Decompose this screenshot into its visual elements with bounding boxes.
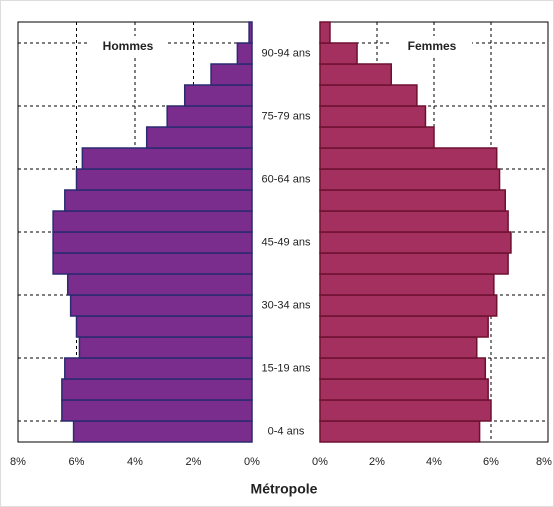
category-label: 75-79 ans (262, 110, 311, 122)
bar (69, 294, 253, 317)
bar (319, 399, 492, 422)
x-tick-label: 0% (312, 456, 328, 468)
category-label: 45-49 ans (262, 236, 311, 248)
bar (319, 168, 501, 191)
bar (145, 126, 253, 149)
bar (319, 336, 478, 359)
x-tick-label: 4% (426, 456, 442, 468)
x-tick-label: 0% (244, 456, 260, 468)
bar (319, 21, 331, 44)
bar (72, 420, 253, 443)
x-tick-label: 8% (10, 456, 26, 468)
bar (248, 21, 253, 44)
bar (319, 420, 481, 443)
bar (319, 231, 512, 254)
category-label: 0-4 ans (268, 425, 305, 437)
bar (319, 252, 509, 275)
bar (61, 378, 253, 401)
bar (64, 189, 253, 212)
bar (66, 273, 253, 296)
category-label: 30-34 ans (262, 299, 311, 311)
bar (64, 357, 253, 380)
bar (319, 126, 435, 149)
x-tick-label: 4% (127, 456, 143, 468)
legend-box (88, 36, 168, 56)
bar (61, 399, 253, 422)
bar (319, 42, 358, 65)
panel-title: Femmes (408, 39, 457, 53)
bar (75, 315, 253, 338)
bar (319, 357, 487, 380)
bar (183, 84, 253, 107)
bar (78, 336, 253, 359)
bar (236, 42, 253, 65)
category-label: 15-19 ans (262, 362, 311, 374)
x-tick-label: 8% (536, 456, 552, 468)
bar (81, 147, 253, 170)
bar (319, 273, 495, 296)
bar (75, 168, 253, 191)
x-tick-label: 6% (483, 456, 499, 468)
bar (166, 105, 253, 128)
bar (319, 63, 392, 86)
x-tick-label: 2% (186, 456, 202, 468)
bar (319, 105, 427, 128)
category-label: 90-94 ans (262, 47, 311, 59)
bar (319, 210, 509, 233)
bar (319, 378, 489, 401)
bar (52, 210, 253, 233)
bar (319, 84, 418, 107)
bar (210, 63, 253, 86)
x-axis-label: Métropole (251, 481, 318, 497)
legend-box (392, 36, 472, 56)
bar (319, 294, 498, 317)
bar (319, 189, 506, 212)
x-tick-label: 6% (69, 456, 85, 468)
x-tick-label: 2% (369, 456, 385, 468)
category-label: 60-64 ans (262, 173, 311, 185)
bar (52, 231, 253, 254)
bar (319, 315, 489, 338)
bar (52, 252, 253, 275)
panel-title: Hommes (103, 39, 154, 53)
bar (319, 147, 498, 170)
